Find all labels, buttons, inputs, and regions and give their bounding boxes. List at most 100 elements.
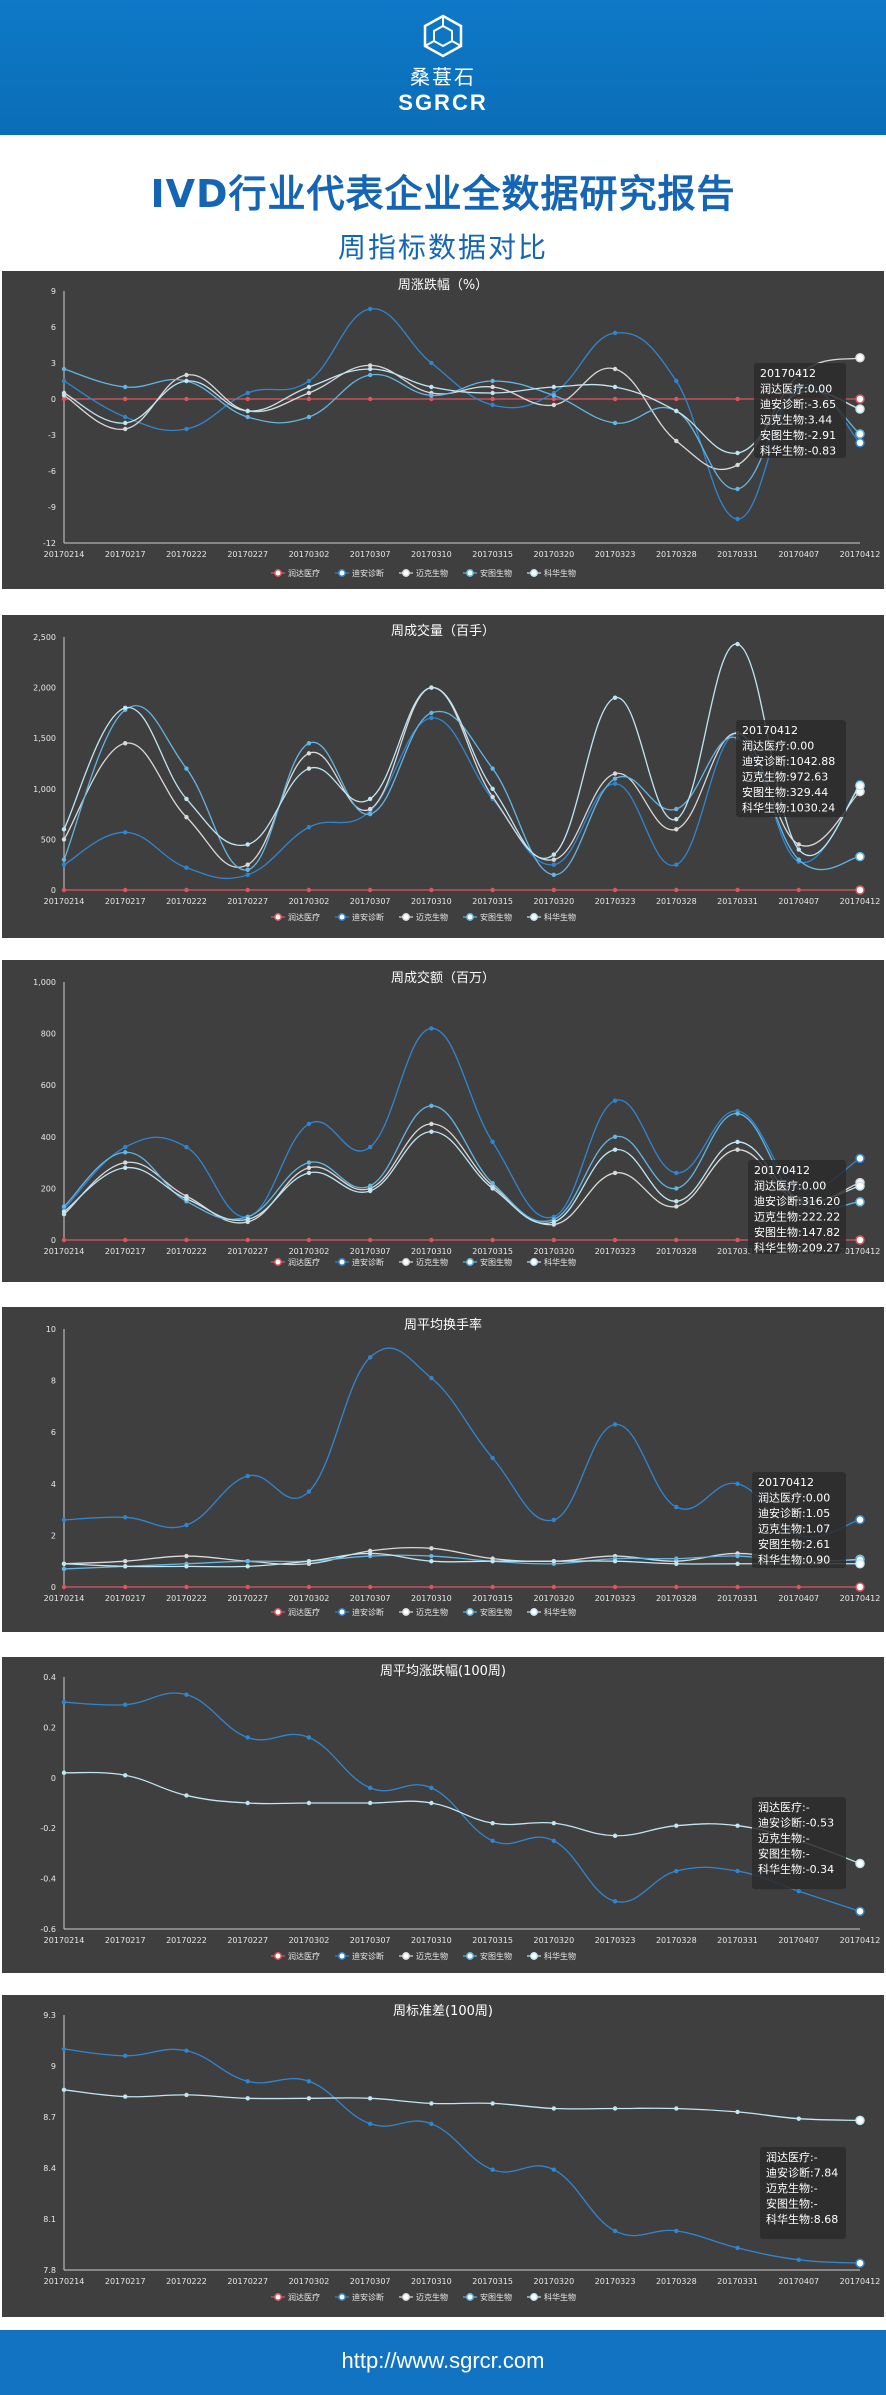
legend-marker[interactable]: [466, 1608, 474, 1616]
data-point[interactable]: [123, 705, 128, 711]
data-point[interactable]: [674, 816, 679, 822]
data-point[interactable]: [855, 1514, 865, 1525]
data-point[interactable]: [306, 1559, 312, 1564]
legend-label[interactable]: 科华生物: [544, 912, 576, 922]
data-point[interactable]: [123, 1773, 128, 1778]
data-point[interactable]: [367, 806, 373, 812]
data-point[interactable]: [184, 378, 189, 384]
data-point[interactable]: [735, 1237, 740, 1243]
data-point[interactable]: [429, 1559, 434, 1564]
data-point[interactable]: [855, 1235, 865, 1245]
legend-label[interactable]: 迪安诊断: [352, 568, 384, 578]
legend-label[interactable]: 润达医疗: [288, 1257, 320, 1267]
data-point[interactable]: [184, 1144, 189, 1150]
legend-label[interactable]: 安图生物: [480, 1257, 512, 1267]
data-point[interactable]: [61, 857, 67, 862]
data-point[interactable]: [612, 2106, 618, 2111]
data-point[interactable]: [490, 1559, 495, 1564]
data-point[interactable]: [123, 830, 128, 835]
legend-marker[interactable]: [274, 1258, 282, 1266]
data-point[interactable]: [612, 1147, 618, 1152]
data-point[interactable]: [367, 1144, 373, 1150]
data-point[interactable]: [855, 352, 865, 363]
data-point[interactable]: [306, 1237, 312, 1243]
data-point[interactable]: [674, 1237, 679, 1243]
data-point[interactable]: [612, 396, 618, 402]
data-point[interactable]: [490, 1820, 495, 1826]
data-point[interactable]: [490, 2167, 495, 2172]
data-point[interactable]: [735, 1868, 740, 1874]
data-point[interactable]: [551, 1559, 557, 1564]
data-point[interactable]: [612, 776, 618, 781]
data-point[interactable]: [490, 794, 495, 800]
data-point[interactable]: [612, 1098, 618, 1103]
data-point[interactable]: [367, 1800, 373, 1806]
legend-label[interactable]: 迪安诊断: [352, 912, 384, 922]
legend-marker[interactable]: [402, 569, 410, 577]
data-point[interactable]: [306, 1584, 312, 1590]
data-point[interactable]: [490, 786, 495, 791]
data-point[interactable]: [245, 862, 250, 867]
data-point[interactable]: [367, 396, 373, 402]
data-point[interactable]: [184, 372, 189, 378]
data-point[interactable]: [184, 2092, 189, 2098]
data-point[interactable]: [551, 402, 557, 408]
data-point[interactable]: [612, 887, 618, 893]
data-point[interactable]: [429, 1785, 434, 1791]
data-point[interactable]: [855, 851, 865, 862]
data-point[interactable]: [429, 1121, 434, 1127]
data-point[interactable]: [123, 1144, 128, 1150]
data-point[interactable]: [184, 796, 189, 802]
data-point[interactable]: [123, 1150, 128, 1155]
legend-marker[interactable]: [530, 569, 538, 577]
data-point[interactable]: [490, 396, 495, 402]
data-point[interactable]: [674, 1868, 679, 1874]
data-point[interactable]: [796, 847, 801, 852]
data-point[interactable]: [245, 1800, 250, 1806]
data-point[interactable]: [61, 366, 67, 372]
legend-marker[interactable]: [466, 1952, 474, 1960]
data-point[interactable]: [551, 872, 557, 878]
data-point[interactable]: [855, 438, 865, 448]
data-point[interactable]: [429, 1800, 434, 1806]
data-point[interactable]: [123, 1160, 128, 1165]
data-point[interactable]: [245, 2079, 250, 2084]
legend-label[interactable]: 科华生物: [544, 1607, 576, 1617]
data-point[interactable]: [306, 1121, 312, 1127]
data-point[interactable]: [490, 887, 495, 893]
legend-marker[interactable]: [402, 1608, 410, 1616]
data-point[interactable]: [245, 887, 250, 893]
data-point[interactable]: [367, 2096, 373, 2101]
data-point[interactable]: [674, 408, 679, 414]
legend-label[interactable]: 迪安诊断: [352, 2292, 384, 2302]
legend-label[interactable]: 科华生物: [544, 2292, 576, 2302]
legend-label[interactable]: 迪安诊断: [352, 1951, 384, 1961]
data-point[interactable]: [796, 2257, 801, 2262]
data-point[interactable]: [306, 1170, 312, 1176]
data-point[interactable]: [490, 1838, 495, 1843]
legend-label[interactable]: 迈克生物: [416, 2292, 448, 2302]
data-point[interactable]: [245, 1473, 250, 1479]
data-point[interactable]: [612, 2228, 618, 2234]
data-point[interactable]: [855, 1858, 865, 1869]
data-point[interactable]: [429, 685, 434, 690]
data-point[interactable]: [429, 1546, 434, 1551]
data-point[interactable]: [429, 393, 434, 398]
legend-marker[interactable]: [402, 1952, 410, 1960]
data-point[interactable]: [123, 1165, 128, 1170]
data-point[interactable]: [367, 1584, 373, 1590]
data-point[interactable]: [612, 781, 618, 786]
data-point[interactable]: [674, 887, 679, 893]
legend-label[interactable]: 安图生物: [480, 1951, 512, 1961]
data-point[interactable]: [551, 1517, 557, 1523]
data-point[interactable]: [735, 2245, 740, 2251]
legend-label[interactable]: 安图生物: [480, 1607, 512, 1617]
data-point[interactable]: [306, 390, 312, 396]
data-point[interactable]: [61, 1237, 67, 1243]
data-point[interactable]: [306, 741, 312, 746]
data-point[interactable]: [367, 811, 373, 817]
data-point[interactable]: [551, 393, 557, 398]
data-point[interactable]: [612, 1559, 618, 1564]
data-point[interactable]: [367, 1237, 373, 1243]
data-point[interactable]: [61, 1517, 67, 1523]
